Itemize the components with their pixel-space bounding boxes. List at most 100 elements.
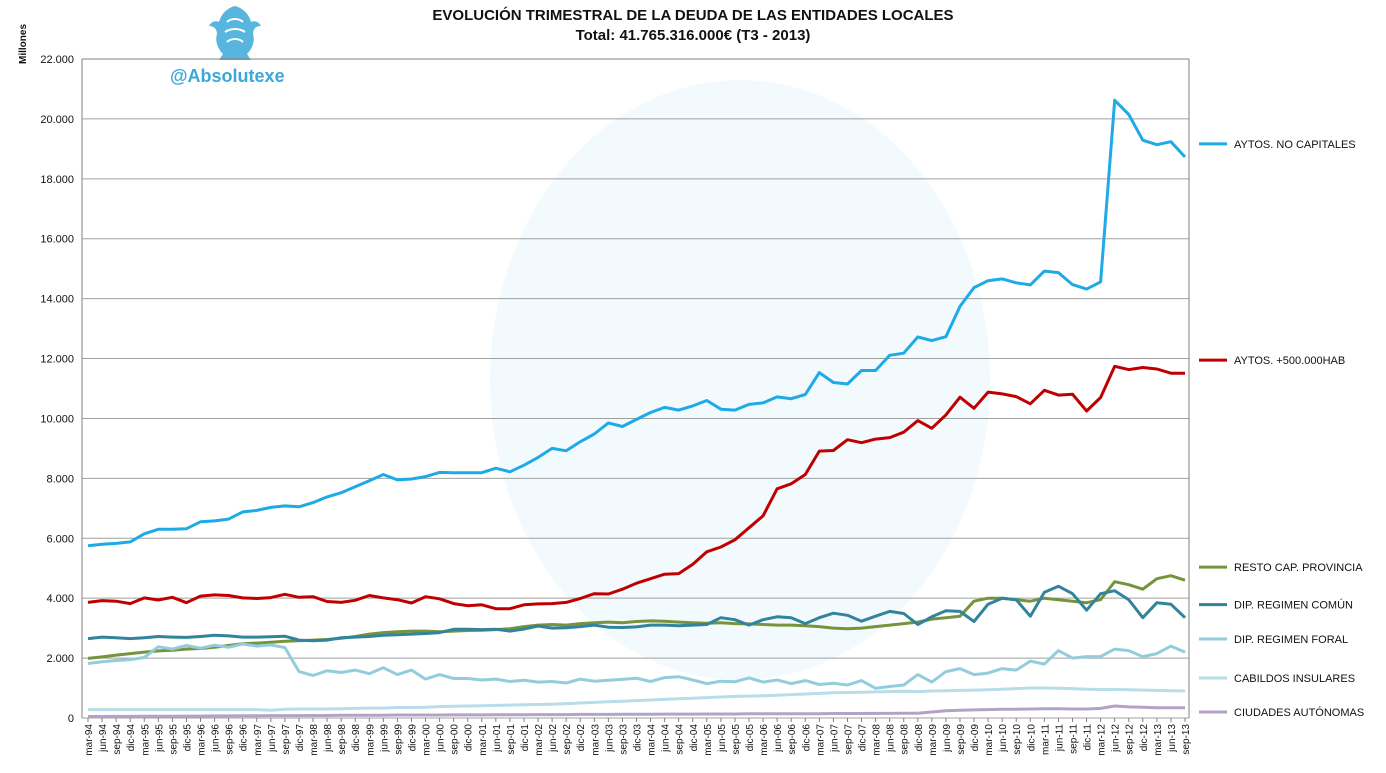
- x-tick-label: mar-07: [815, 724, 826, 756]
- x-tick-label: mar-12: [1097, 724, 1108, 756]
- legend: AYTOS. NO CAPITALES AYTOS. +500.000HAB RES…: [1199, 139, 1364, 719]
- x-tick-label: mar-00: [422, 724, 433, 756]
- legend-label: DIP. REGIMEN FORAL: [1234, 634, 1348, 646]
- x-tick-label: mar-05: [703, 724, 714, 756]
- x-tick-label: mar-02: [534, 724, 545, 756]
- x-tick-label: jun-94: [98, 724, 109, 753]
- chart-title-block: EVOLUCIÓN TRIMESTRAL DE LA DEUDA DE LAS …: [0, 6, 1386, 46]
- x-tick-label: jun-05: [717, 724, 728, 753]
- legend-label: RESTO CAP. PROVINCIA: [1234, 562, 1363, 574]
- x-tick-label: sep-11: [1068, 724, 1079, 754]
- x-tick-label: dic-04: [689, 724, 700, 752]
- x-tick-label: mar-95: [140, 724, 151, 756]
- y-tick-label: 18.000: [40, 174, 74, 186]
- x-tick-label: jun-06: [773, 724, 784, 753]
- x-tick-label: sep-05: [731, 724, 742, 755]
- y-tick-label: 0: [68, 713, 74, 725]
- y-tick-label: 2.000: [46, 653, 74, 665]
- x-tick-label: dic-11: [1083, 724, 1094, 751]
- x-tick-label: jun-97: [267, 724, 278, 753]
- x-tick-label: sep-99: [393, 724, 404, 755]
- brand-handle: @Absolutexe: [170, 66, 285, 86]
- x-tick-label: mar-06: [759, 724, 770, 756]
- x-tick-label: dic-09: [970, 724, 981, 752]
- x-tick-label: jun-08: [886, 724, 897, 753]
- x-tick-label: jun-07: [829, 724, 840, 753]
- x-tick-label: mar-04: [647, 724, 658, 756]
- x-tick-label: sep-96: [225, 724, 236, 755]
- x-tick-label: sep-03: [618, 724, 629, 755]
- x-tick-label: mar-99: [365, 724, 376, 756]
- y-tick-label: 16.000: [40, 234, 74, 246]
- x-tick-label: dic-07: [858, 724, 869, 752]
- x-tick-label: dic-10: [1026, 724, 1037, 752]
- x-tick-label: jun-01: [492, 724, 503, 753]
- x-tick-label: jun-02: [548, 724, 559, 753]
- x-tick-label: jun-10: [998, 724, 1009, 753]
- x-tick-label: dic-05: [745, 724, 756, 752]
- x-tick-label: sep-09: [956, 724, 967, 755]
- x-tick-label: jun-12: [1111, 724, 1122, 753]
- x-tick-label: dic-12: [1139, 724, 1150, 752]
- chart-subtitle: Total: 41.765.316.000€ (T3 - 2013): [575, 27, 811, 44]
- x-tick-label: jun-95: [154, 724, 165, 753]
- x-tick-label: sep-07: [843, 724, 854, 755]
- x-tick-label: sep-97: [281, 724, 292, 755]
- x-tick-label: mar-09: [928, 724, 939, 756]
- x-tick-label: dic-94: [126, 724, 137, 752]
- x-tick-label: mar-11: [1040, 724, 1051, 755]
- y-tick-label: 14.000: [40, 294, 74, 306]
- legend-label: CIUDADES AUTÓNOMAS: [1234, 706, 1364, 719]
- x-tick-label: jun-99: [379, 724, 390, 753]
- x-tick-label: jun-09: [942, 724, 953, 753]
- x-tick-label: sep-10: [1012, 724, 1023, 755]
- x-tick-label: mar-01: [478, 724, 489, 756]
- y-tick-label: 20.000: [40, 114, 74, 126]
- series-line: [87, 364, 1185, 611]
- x-tick-label: sep-06: [787, 724, 798, 755]
- chart-title: EVOLUCIÓN TRIMESTRAL DE LA DEUDA DE LAS …: [432, 7, 954, 24]
- x-tick-label: jun-96: [211, 724, 222, 753]
- legend-label: AYTOS. +500.000HAB: [1234, 355, 1345, 367]
- y-tick-label: 22.000: [40, 54, 74, 66]
- x-tick-label: dic-06: [801, 724, 812, 752]
- x-tick-label: jun-98: [323, 724, 334, 753]
- x-tick-label: dic-03: [633, 724, 644, 752]
- x-tick-label: dic-01: [520, 724, 531, 752]
- x-tick-label: sep-01: [506, 724, 517, 755]
- x-tick-label: jun-11: [1054, 724, 1065, 752]
- x-tick-label: dic-95: [182, 724, 193, 752]
- y-tick-label: 10.000: [40, 413, 74, 425]
- series-line: [87, 642, 1186, 690]
- x-tick-label: dic-98: [351, 724, 362, 752]
- x-tick-label: dic-97: [295, 724, 306, 752]
- y-tick-label: 8.000: [46, 473, 74, 485]
- series-line: [87, 98, 1187, 548]
- series-line: [88, 704, 1185, 718]
- x-tick-label: jun-04: [661, 724, 672, 753]
- x-tick-label: mar-03: [590, 724, 601, 756]
- x-tick-label: sep-12: [1125, 724, 1136, 755]
- x-tick-label: mar-10: [984, 724, 995, 756]
- x-tick-label: mar-97: [253, 724, 264, 756]
- legend-label: AYTOS. NO CAPITALES: [1234, 139, 1356, 151]
- x-tick-label: mar-96: [197, 724, 208, 756]
- x-tick-label: mar-13: [1153, 724, 1164, 756]
- legend-label: CABILDOS INSULARES: [1234, 673, 1355, 685]
- x-tick-label: sep-13: [1181, 724, 1192, 755]
- x-tick-label: sep-02: [562, 724, 573, 755]
- x-tick-label: mar-94: [84, 724, 95, 756]
- series-line: [87, 584, 1187, 643]
- griffin-logo-icon: [209, 6, 261, 60]
- x-tick-label: sep-95: [168, 724, 179, 755]
- series-line: [88, 686, 1186, 712]
- series-lines: [87, 98, 1187, 718]
- y-tick-label: 4.000: [46, 593, 74, 605]
- x-tick-label: dic-00: [464, 724, 475, 752]
- x-tick-label: sep-08: [900, 724, 911, 755]
- x-tick-labels: mar-94 jun-94 sep-94 dic-94 mar-95 jun-95 sep-…: [84, 718, 1192, 756]
- x-tick-label: mar-08: [872, 724, 883, 756]
- watermark-logo: [490, 80, 990, 680]
- x-tick-label: mar-98: [309, 724, 320, 756]
